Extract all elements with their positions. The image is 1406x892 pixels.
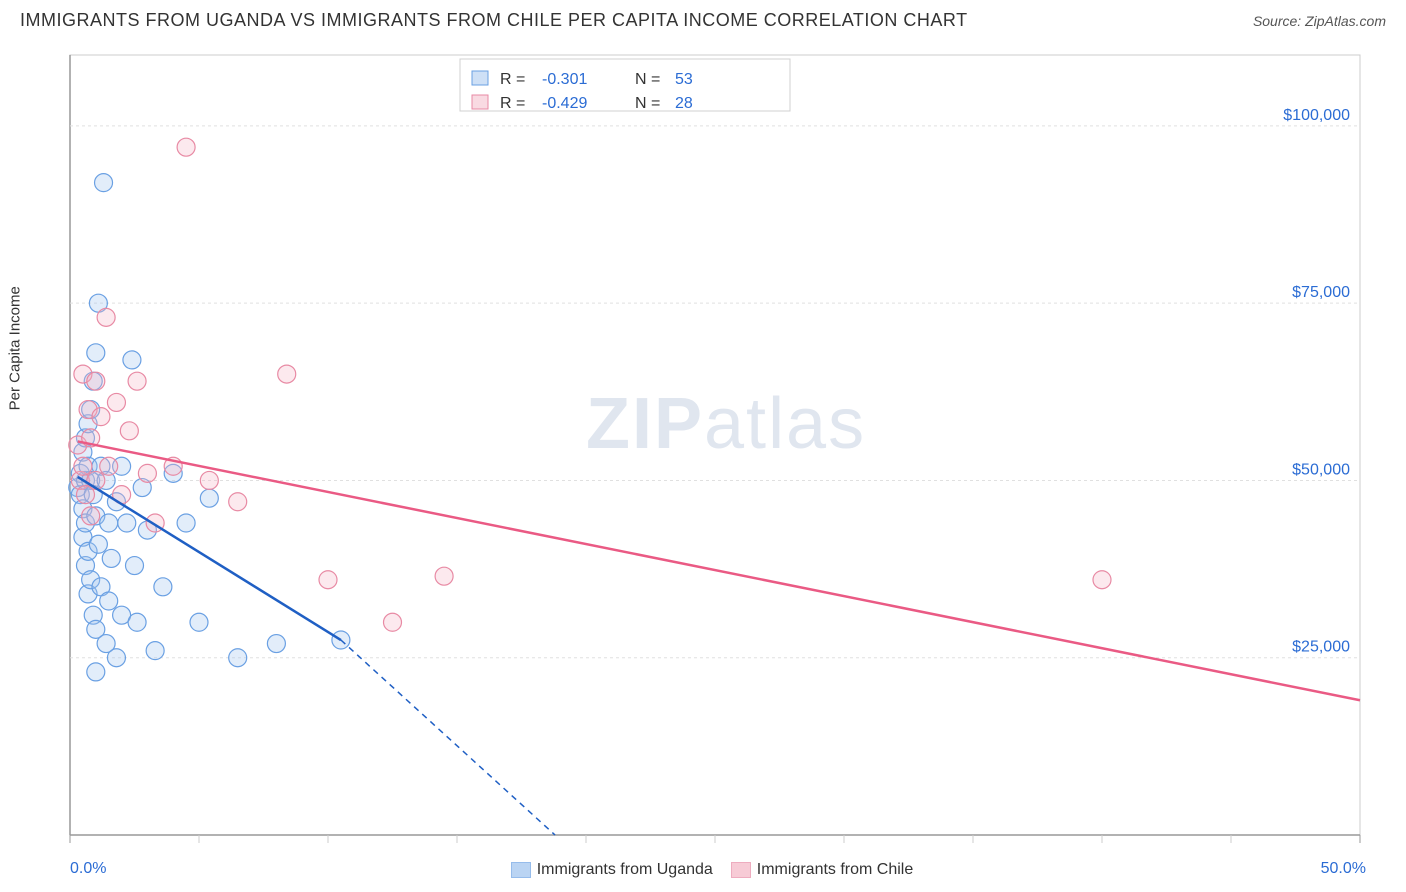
- chart-title: IMMIGRANTS FROM UGANDA VS IMMIGRANTS FRO…: [20, 10, 968, 31]
- source-attribution: Source: ZipAtlas.com: [1253, 13, 1386, 29]
- scatter-plot: $25,000 $50,000 $75,000 $100,000 R = -0.301 N …: [20, 45, 1386, 875]
- svg-text:$100,000: $100,000: [1283, 107, 1350, 124]
- x-tick-max: 50.0%: [1321, 860, 1366, 878]
- svg-text:N =: N =: [635, 95, 660, 112]
- svg-text:$50,000: $50,000: [1292, 461, 1350, 478]
- svg-text:$25,000: $25,000: [1292, 639, 1350, 656]
- svg-text:$75,000: $75,000: [1292, 284, 1350, 301]
- y-axis-label: Per Capita Income: [7, 286, 24, 410]
- svg-text:-0.429: -0.429: [542, 95, 587, 112]
- svg-text:N =: N =: [635, 71, 660, 88]
- svg-text:-0.301: -0.301: [542, 71, 587, 88]
- svg-text:28: 28: [675, 95, 693, 112]
- svg-text:R =: R =: [500, 71, 525, 88]
- x-axis-labels: 0.0% 50.0%: [70, 860, 1366, 878]
- svg-text:R =: R =: [500, 95, 525, 112]
- x-tick-min: 0.0%: [70, 860, 106, 878]
- chart-area: Per Capita Income $25,000$50,000$75,000$…: [20, 45, 1386, 882]
- chart-header: IMMIGRANTS FROM UGANDA VS IMMIGRANTS FRO…: [0, 0, 1406, 31]
- svg-text:53: 53: [675, 71, 693, 88]
